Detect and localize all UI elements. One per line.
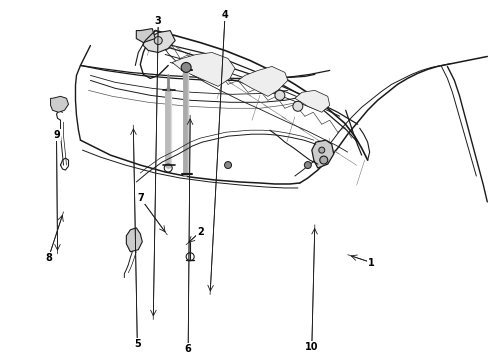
Text: 3: 3: [155, 15, 162, 26]
Text: 1: 1: [368, 258, 375, 268]
Polygon shape: [172, 53, 235, 86]
Polygon shape: [238, 67, 288, 96]
Polygon shape: [312, 140, 334, 168]
Circle shape: [275, 90, 285, 100]
Polygon shape: [126, 228, 142, 252]
Text: 10: 10: [305, 342, 318, 352]
Polygon shape: [136, 28, 155, 42]
Circle shape: [320, 156, 328, 164]
Text: 4: 4: [221, 10, 228, 20]
Circle shape: [181, 62, 191, 72]
Text: 9: 9: [53, 130, 60, 140]
Text: 7: 7: [137, 193, 144, 203]
Circle shape: [293, 101, 303, 111]
Polygon shape: [50, 96, 69, 112]
Circle shape: [319, 147, 325, 153]
Circle shape: [224, 162, 232, 168]
Text: 2: 2: [197, 227, 203, 237]
Polygon shape: [295, 90, 330, 112]
Circle shape: [304, 162, 311, 168]
Text: 5: 5: [134, 339, 141, 349]
Text: 8: 8: [45, 253, 52, 263]
Text: 6: 6: [185, 345, 192, 354]
Circle shape: [154, 37, 162, 45]
Polygon shape: [143, 31, 175, 53]
